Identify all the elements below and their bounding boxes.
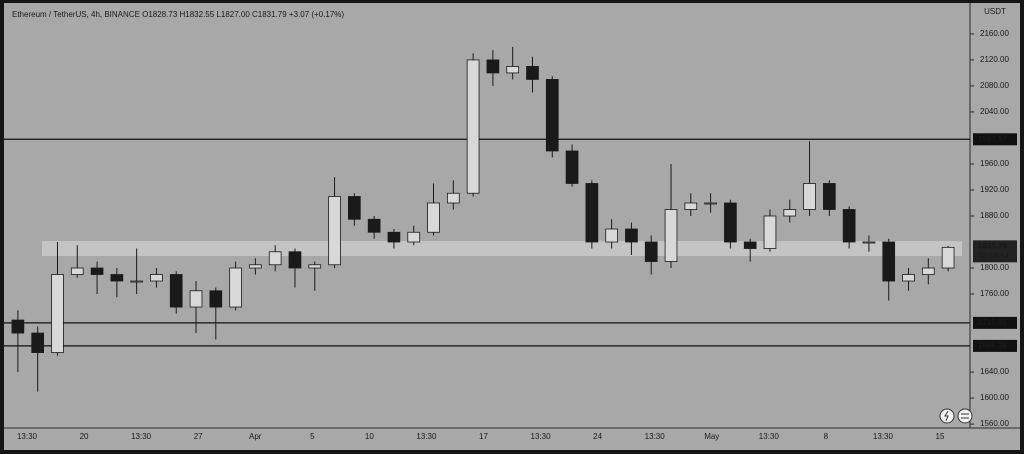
candle-body bbox=[387, 231, 401, 243]
x-tick-label: 13:30 bbox=[531, 432, 552, 441]
candle-body bbox=[229, 267, 242, 308]
candle-body bbox=[407, 231, 421, 243]
y-tick-label: 2160.00 bbox=[980, 29, 1009, 38]
candle-body bbox=[367, 218, 381, 233]
candle-body bbox=[585, 183, 599, 243]
level-label: 1715.65 bbox=[978, 318, 1007, 327]
candle-body bbox=[268, 251, 282, 266]
chart-title: Ethereum / TetherUS, 4h, BINANCE O1828.7… bbox=[12, 10, 344, 19]
candle-body bbox=[862, 241, 876, 244]
candle-body bbox=[427, 202, 440, 233]
x-tick-label: 13:30 bbox=[416, 432, 437, 441]
candle-body bbox=[169, 274, 183, 308]
y-tick-label: 1760.00 bbox=[980, 289, 1009, 298]
zone-band bbox=[42, 241, 962, 256]
candle-body bbox=[328, 196, 341, 266]
price-label: 1831.79 bbox=[978, 241, 1007, 250]
x-tick-label: 20 bbox=[80, 432, 89, 441]
y-tick-label: 2080.00 bbox=[980, 81, 1009, 90]
candle-body bbox=[803, 183, 816, 210]
price-label-box bbox=[973, 240, 1017, 263]
level-label: 1997.97 bbox=[978, 134, 1007, 143]
level-label-box bbox=[973, 133, 1017, 146]
candle-body bbox=[684, 202, 698, 210]
x-tick-label: 13:30 bbox=[17, 432, 38, 441]
y-tick-label: 1960.00 bbox=[980, 159, 1009, 168]
candle-body bbox=[209, 290, 223, 308]
countdown-label: 02:59:54 bbox=[978, 251, 1010, 260]
candle-body bbox=[70, 267, 84, 275]
x-tick-label: 15 bbox=[936, 432, 945, 441]
candle-body bbox=[506, 66, 520, 74]
candle-body bbox=[842, 209, 856, 243]
candle-body bbox=[724, 202, 737, 243]
candle-body bbox=[249, 264, 262, 269]
candle-body bbox=[941, 246, 955, 269]
candle-body bbox=[288, 251, 302, 269]
candle-body bbox=[763, 215, 777, 249]
x-tick-label: 17 bbox=[479, 432, 488, 441]
x-tick-label: 8 bbox=[824, 432, 829, 441]
x-tick-label: Apr bbox=[249, 432, 262, 441]
level-label-box bbox=[973, 339, 1017, 352]
candle-body bbox=[625, 228, 638, 243]
replay-icon-glyph bbox=[944, 410, 949, 422]
candle-body bbox=[526, 66, 539, 80]
candle-body bbox=[308, 264, 322, 269]
candle-body bbox=[902, 274, 915, 282]
level-label-box bbox=[973, 316, 1017, 329]
x-tick-label: 13:30 bbox=[873, 432, 894, 441]
candle-body bbox=[348, 196, 361, 220]
y-tick-label: 2120.00 bbox=[980, 55, 1009, 64]
y-tick-label: 1920.00 bbox=[980, 185, 1009, 194]
axis-unit: USDT bbox=[984, 7, 1006, 16]
x-tick-label: 24 bbox=[593, 432, 602, 441]
candle-body bbox=[644, 241, 658, 262]
x-tick-label: 10 bbox=[365, 432, 374, 441]
y-tick-label: 1640.00 bbox=[980, 367, 1009, 376]
candle-body bbox=[664, 209, 678, 262]
level-label: 1680.26 bbox=[978, 341, 1007, 350]
x-tick-label: May bbox=[704, 432, 719, 441]
y-tick-label: 2040.00 bbox=[980, 107, 1009, 116]
candle-body bbox=[921, 267, 935, 275]
candle-body bbox=[150, 274, 163, 282]
candle-body bbox=[446, 192, 460, 204]
y-tick-label: 1800.00 bbox=[980, 263, 1009, 272]
x-tick-label: 5 bbox=[310, 432, 315, 441]
settings-icon[interactable] bbox=[957, 408, 973, 424]
candle-body bbox=[31, 332, 45, 353]
y-tick-label: 1560.00 bbox=[980, 419, 1009, 428]
candle-body bbox=[486, 59, 500, 74]
candle-body bbox=[565, 150, 579, 184]
candle-body bbox=[51, 274, 64, 353]
candle-body bbox=[110, 274, 124, 282]
x-tick-label: 13:30 bbox=[131, 432, 152, 441]
candle-body bbox=[189, 290, 203, 308]
candle-body bbox=[743, 241, 757, 249]
candle-body bbox=[11, 319, 25, 334]
candle-body bbox=[90, 267, 104, 275]
x-tick-label: 13:30 bbox=[759, 432, 780, 441]
candle-body bbox=[466, 59, 480, 194]
y-tick-label: 1880.00 bbox=[980, 211, 1009, 220]
candle-body bbox=[605, 228, 618, 243]
candle-body bbox=[882, 241, 896, 282]
x-tick-label: 13:30 bbox=[645, 432, 666, 441]
candle-body bbox=[704, 202, 717, 205]
candle-body bbox=[823, 183, 836, 210]
y-tick-label: 1600.00 bbox=[980, 393, 1009, 402]
candle-body bbox=[545, 79, 559, 152]
candle-body bbox=[783, 209, 797, 217]
candle-body bbox=[130, 280, 143, 283]
x-tick-label: 27 bbox=[194, 432, 203, 441]
